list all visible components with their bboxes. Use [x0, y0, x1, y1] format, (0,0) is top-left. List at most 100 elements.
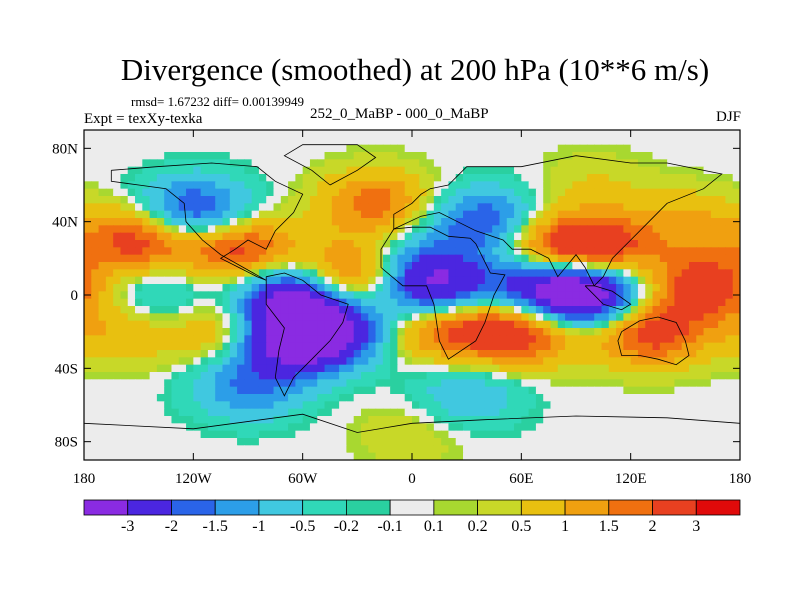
field-cell — [528, 291, 537, 300]
field-cell — [84, 196, 92, 204]
field-cell — [346, 452, 355, 460]
field-cell — [317, 313, 326, 322]
field-cell — [543, 320, 552, 329]
field-cell — [710, 445, 719, 454]
field-cell — [630, 225, 639, 234]
field-cell — [674, 350, 683, 358]
field-cell — [565, 364, 573, 373]
field-cell — [142, 357, 151, 366]
field-cell — [528, 218, 537, 226]
field-cell — [470, 350, 479, 358]
field-cell — [710, 313, 719, 322]
field-cell — [164, 181, 173, 190]
field-cell — [288, 408, 296, 417]
field-cell — [258, 152, 267, 160]
field-cell — [484, 144, 493, 153]
field-cell — [645, 445, 654, 454]
field-cell — [120, 166, 129, 175]
field-cell — [149, 144, 158, 153]
field-cell — [616, 240, 624, 248]
field-cell — [477, 438, 486, 446]
field-cell — [273, 203, 282, 212]
field-cell — [506, 298, 515, 307]
field-cell — [433, 452, 442, 460]
field-cell — [696, 364, 705, 373]
field-cell — [353, 159, 362, 168]
field-cell — [710, 408, 719, 417]
field-cell — [535, 364, 544, 373]
field-cell — [382, 159, 391, 168]
field-cell — [302, 130, 311, 138]
field-cell — [258, 262, 267, 270]
field-cell — [331, 188, 340, 197]
field-cell — [331, 174, 340, 182]
field-cell — [557, 335, 566, 344]
field-cell — [557, 291, 566, 300]
colorbar — [83, 499, 741, 516]
field-cell — [171, 386, 180, 395]
field-cell — [506, 394, 515, 402]
field-cell — [339, 225, 347, 234]
field-cell — [288, 159, 296, 168]
field-cell — [499, 364, 508, 373]
field-cell — [105, 335, 114, 344]
field-cell — [484, 269, 493, 278]
field-cell — [725, 284, 734, 292]
field-cell — [732, 357, 740, 366]
field-cell — [222, 152, 231, 160]
field-cell — [463, 430, 471, 439]
field-cell — [302, 423, 311, 432]
field-cell — [91, 144, 100, 153]
field-cell — [674, 254, 683, 263]
field-cell — [288, 320, 296, 329]
field-cell — [346, 423, 355, 432]
field-cell — [412, 438, 420, 446]
field-cell — [732, 210, 740, 219]
field-cell — [492, 210, 501, 219]
field-cell — [586, 438, 595, 446]
field-cell — [186, 357, 194, 366]
field-cell — [244, 430, 253, 439]
field-cell — [586, 320, 595, 329]
field-cell — [207, 423, 216, 432]
field-cell — [375, 298, 384, 307]
field-cell — [594, 174, 603, 182]
field-cell — [156, 291, 165, 300]
field-cell — [484, 254, 493, 263]
field-cell — [470, 372, 479, 380]
field-cell — [572, 401, 581, 410]
field-cell — [572, 350, 581, 358]
field-cell — [725, 430, 734, 439]
field-cell — [207, 335, 216, 344]
field-cell — [135, 372, 143, 380]
field-cell — [273, 254, 282, 263]
field-cell — [463, 423, 471, 432]
field-cell — [324, 152, 333, 160]
field-cell — [630, 394, 639, 402]
field-cell — [258, 423, 267, 432]
field-cell — [149, 254, 158, 263]
field-cell — [360, 306, 369, 314]
field-cell — [696, 438, 705, 446]
field-cell — [302, 174, 311, 182]
field-cell — [207, 144, 216, 153]
field-cell — [681, 423, 690, 432]
field-cell — [149, 269, 158, 278]
field-cell — [186, 335, 194, 344]
field-cell — [419, 210, 428, 219]
field-cell — [215, 401, 224, 410]
field-cell — [623, 342, 632, 351]
field-cell — [514, 196, 522, 204]
field-cell — [543, 401, 552, 410]
field-cell — [404, 232, 413, 241]
field-cell — [120, 372, 129, 380]
field-cell — [594, 416, 603, 424]
field-cell — [266, 225, 275, 234]
field-cell — [550, 247, 559, 256]
field-cell — [382, 408, 391, 417]
field-cell — [667, 144, 675, 153]
field-cell — [105, 438, 114, 446]
field-cell — [258, 240, 267, 248]
field-cell — [266, 210, 275, 219]
field-cell — [696, 152, 705, 160]
